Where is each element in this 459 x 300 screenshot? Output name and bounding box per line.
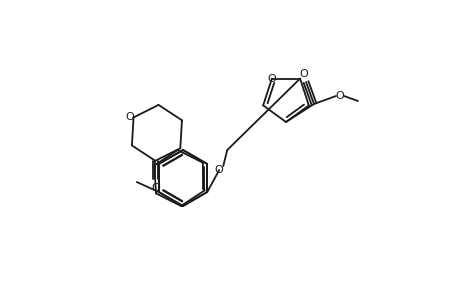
Text: O: O: [267, 74, 276, 84]
Text: O: O: [214, 165, 223, 175]
Text: O: O: [151, 183, 159, 193]
Text: O: O: [335, 91, 344, 101]
Text: O: O: [299, 69, 308, 79]
Text: O: O: [125, 112, 134, 122]
